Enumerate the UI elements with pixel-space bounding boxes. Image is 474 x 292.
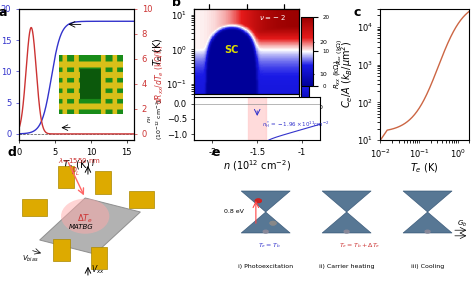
- Text: $\Delta T_e$: $\Delta T_e$: [77, 213, 93, 225]
- Circle shape: [255, 199, 261, 202]
- Text: $\lambda$=1550 nm: $\lambda$=1550 nm: [57, 156, 100, 165]
- Text: $T_e=T_b+\Delta T_e$: $T_e=T_b+\Delta T_e$: [339, 241, 381, 250]
- Y-axis label: $C_e / A$ ($k_B$/$\mu$m$^2$): $C_e / A$ ($k_B$/$\mu$m$^2$): [339, 41, 355, 108]
- Text: $T_e=T_b$: $T_e=T_b$: [258, 241, 281, 250]
- Bar: [129, 191, 154, 208]
- Circle shape: [255, 199, 261, 202]
- Polygon shape: [40, 198, 140, 254]
- Circle shape: [270, 222, 276, 225]
- Text: $I$: $I$: [91, 157, 95, 168]
- X-axis label: $T_e$ (K): $T_e$ (K): [410, 161, 439, 175]
- X-axis label: $n$ (10$^{12}$ cm$^{-2}$): $n$ (10$^{12}$ cm$^{-2}$): [223, 158, 291, 173]
- Bar: [95, 171, 111, 194]
- Text: $V_{bias}$: $V_{bias}$: [22, 254, 38, 264]
- Bar: [22, 199, 46, 216]
- Text: $V_{xx}$: $V_{xx}$: [91, 263, 104, 276]
- Text: iii) Cooling: iii) Cooling: [411, 264, 444, 269]
- Circle shape: [425, 230, 430, 233]
- Text: c: c: [354, 6, 361, 19]
- Y-axis label: $R_{xx}$ (k$\Omega$): $R_{xx}$ (k$\Omega$): [335, 38, 344, 65]
- Text: b: b: [172, 0, 181, 9]
- Bar: [54, 239, 70, 261]
- Polygon shape: [241, 212, 290, 233]
- Text: d: d: [8, 146, 17, 159]
- Polygon shape: [403, 191, 452, 212]
- Text: 0.8 eV: 0.8 eV: [224, 209, 244, 215]
- Text: SC: SC: [225, 45, 239, 55]
- Circle shape: [263, 230, 268, 233]
- Text: i) Photoexcitation: i) Photoexcitation: [238, 264, 293, 269]
- Y-axis label: $n_H$
(10$^{-12}$ cm$^{-2}$): $n_H$ (10$^{-12}$ cm$^{-2}$): [146, 98, 165, 140]
- Y-axis label: $dR_{xx}/dT_e$ (k$\Omega$/K): $dR_{xx}/dT_e$ (k$\Omega$/K): [154, 45, 166, 104]
- Polygon shape: [322, 212, 371, 233]
- Bar: [57, 166, 74, 188]
- Y-axis label: $T_e$ (K): $T_e$ (K): [151, 37, 164, 66]
- X-axis label: $T_e$ (K): $T_e$ (K): [62, 158, 91, 172]
- Circle shape: [344, 230, 349, 233]
- Text: ii) Carrier heating: ii) Carrier heating: [319, 264, 374, 269]
- Bar: [248, 98, 266, 140]
- Y-axis label: $R_{xx}$ (k$\Omega$): $R_{xx}$ (k$\Omega$): [332, 60, 343, 89]
- Circle shape: [270, 222, 276, 225]
- Text: $P_L$: $P_L$: [72, 165, 81, 178]
- Bar: [91, 247, 107, 270]
- Text: $n_{H}^*=-1.96\times10^{11}$cm$^{-2}$: $n_{H}^*=-1.96\times10^{11}$cm$^{-2}$: [262, 119, 329, 130]
- Text: e: e: [212, 146, 220, 159]
- Polygon shape: [322, 191, 371, 212]
- Text: $G_b$: $G_b$: [457, 219, 467, 229]
- Ellipse shape: [61, 199, 109, 234]
- Text: MATBG: MATBG: [69, 225, 93, 230]
- Text: $\nu=-2$: $\nu=-2$: [259, 13, 286, 22]
- Text: a: a: [0, 6, 7, 19]
- Polygon shape: [241, 191, 290, 212]
- Polygon shape: [403, 212, 452, 233]
